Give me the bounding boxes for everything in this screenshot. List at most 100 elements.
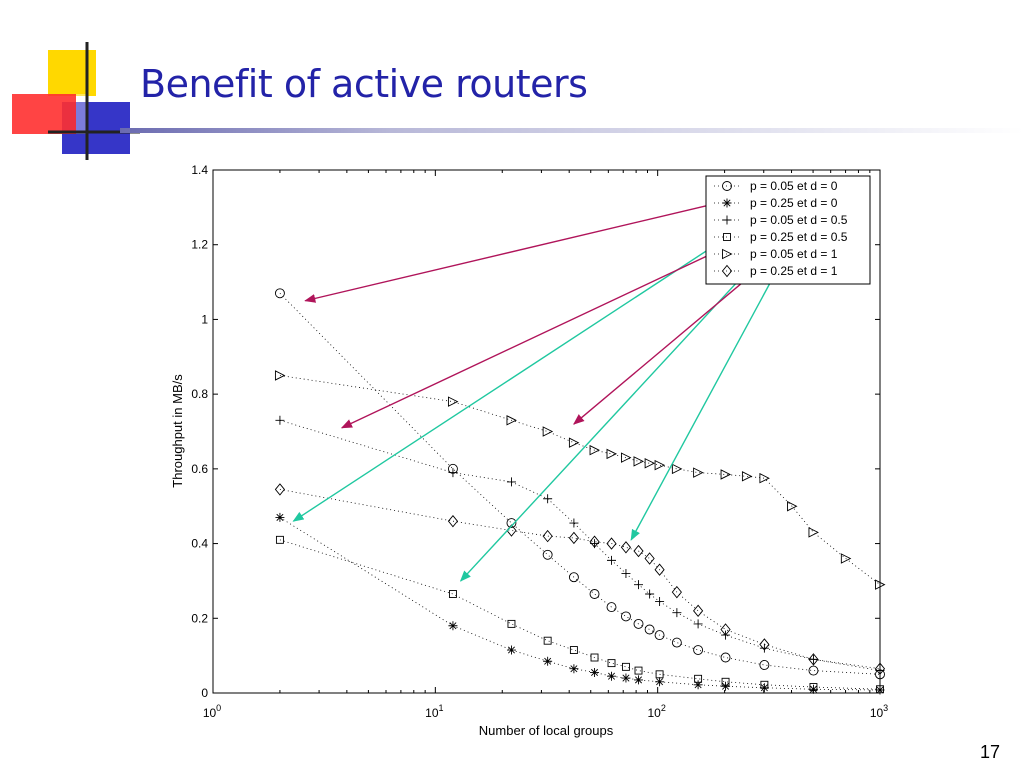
data-point <box>568 437 580 448</box>
data-point <box>543 494 553 504</box>
legend-label: p = 0.25 et d = 0 <box>750 196 838 210</box>
y-tick-label: 0 <box>201 686 208 700</box>
slide-number: 17 <box>979 742 1000 762</box>
data-point <box>694 674 703 683</box>
data-point <box>693 619 703 629</box>
data-point <box>590 653 599 662</box>
data-point <box>620 541 632 554</box>
series-circle <box>274 288 885 680</box>
data-point <box>720 623 731 636</box>
data-point <box>875 579 886 590</box>
data-point <box>840 553 852 564</box>
data-point <box>759 472 770 484</box>
data-point <box>693 645 704 655</box>
x-tick-label: 102 <box>647 703 665 720</box>
data-point <box>606 602 617 613</box>
data-point <box>507 619 516 628</box>
data-point <box>634 666 643 675</box>
data-point <box>808 654 818 664</box>
data-point <box>759 643 769 653</box>
data-point <box>569 518 579 528</box>
data-point <box>760 680 769 689</box>
slide-logo <box>12 42 140 160</box>
legend-label: p = 0.05 et d = 1 <box>750 247 838 261</box>
data-point <box>655 596 665 606</box>
data-point <box>644 458 656 469</box>
data-point <box>589 535 600 548</box>
data-point <box>720 469 732 480</box>
data-point <box>589 589 600 599</box>
data-point <box>808 527 819 538</box>
data-point <box>620 452 632 463</box>
data-point <box>568 531 579 545</box>
data-point <box>655 670 664 679</box>
legend-label: p = 0.25 et d = 1 <box>750 264 838 278</box>
y-tick-label: 0.4 <box>191 537 208 551</box>
y-axis-label: Throughput in MB/s <box>170 374 185 488</box>
series-square <box>275 535 884 694</box>
data-point <box>759 638 770 651</box>
legend-label: p = 0.05 et d = 0 <box>750 179 838 193</box>
data-point <box>875 685 885 695</box>
legend-box <box>705 175 871 285</box>
data-point <box>275 535 284 544</box>
data-point <box>274 288 285 299</box>
data-point <box>644 552 655 565</box>
data-point <box>621 662 630 671</box>
data-point <box>275 415 285 425</box>
series-line <box>279 517 881 691</box>
data-point <box>759 660 770 670</box>
data-point <box>620 611 631 622</box>
data-point <box>607 659 616 668</box>
data-point <box>644 624 655 635</box>
data-point <box>741 471 753 482</box>
data-point <box>655 677 665 687</box>
x-tick-label: 101 <box>425 703 443 720</box>
series-line <box>279 292 881 675</box>
series-star <box>275 512 885 695</box>
data-point <box>506 518 517 528</box>
data-point <box>633 544 644 558</box>
data-point <box>447 396 459 407</box>
data-point <box>543 636 552 645</box>
legend-label: p = 0.25 et d = 0.5 <box>750 230 848 244</box>
y-tick-label: 1 <box>201 312 208 326</box>
y-tick-label: 1.2 <box>191 238 208 252</box>
data-point <box>808 684 818 694</box>
data-point <box>721 677 730 686</box>
data-point <box>542 426 554 437</box>
x-tick-label: 103 <box>870 703 888 720</box>
data-point <box>542 549 553 560</box>
throughput-chart: 0 0.2 0.4 0.6 0.8 1 1.2 1.4 100 101 102 103 p = 0.0… <box>170 163 888 738</box>
legend-label: p = 0.05 et d = 0.5 <box>750 213 848 227</box>
data-point <box>876 685 884 694</box>
data-point <box>671 637 682 648</box>
y-tick-label: 1.4 <box>191 163 208 177</box>
data-point <box>654 630 665 641</box>
legend-marker <box>721 264 733 278</box>
data-point <box>693 604 704 618</box>
data-point <box>590 667 600 677</box>
data-point <box>569 664 579 674</box>
data-point <box>621 673 631 683</box>
data-point <box>568 572 579 583</box>
data-point <box>607 555 617 565</box>
series-line <box>279 539 881 690</box>
data-point <box>671 463 683 475</box>
data-point <box>274 483 286 496</box>
legend-marker <box>722 181 732 191</box>
data-point <box>447 514 459 528</box>
data-point <box>607 671 617 681</box>
data-point <box>448 468 458 478</box>
series-triangle-right <box>274 370 886 590</box>
data-point <box>634 675 644 685</box>
legend-marker <box>722 248 733 260</box>
data-point <box>621 568 631 578</box>
legend-marker <box>722 198 732 208</box>
y-tick-label: 0.2 <box>191 611 208 625</box>
x-axis-label: Number of local groups <box>479 723 614 738</box>
data-point <box>720 652 731 663</box>
data-point <box>809 683 818 691</box>
data-point <box>671 585 682 599</box>
annotation-arrow <box>630 266 780 541</box>
